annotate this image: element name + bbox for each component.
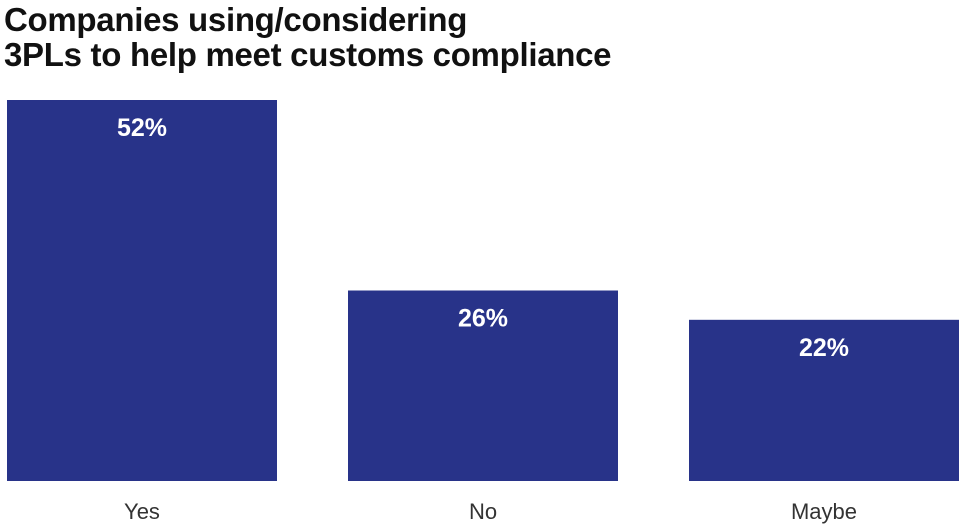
chart-title-line-1: Companies using/considering: [4, 1, 468, 38]
category-label-yes: Yes: [124, 499, 160, 524]
bar-yes: [7, 100, 277, 481]
category-label-no: No: [469, 499, 497, 524]
bar-no: [348, 290, 618, 481]
bar-value-label-yes: 52%: [117, 114, 167, 142]
chart-title-line-2: 3PLs to help meet customs compliance: [4, 36, 612, 73]
bar-maybe: [689, 319, 959, 481]
bar-value-label-no: 26%: [458, 305, 508, 333]
chart-title: Companies using/considering 3PLs to help…: [4, 2, 944, 72]
category-label-maybe: Maybe: [791, 499, 857, 524]
bar-value-label-maybe: 22%: [799, 334, 849, 362]
